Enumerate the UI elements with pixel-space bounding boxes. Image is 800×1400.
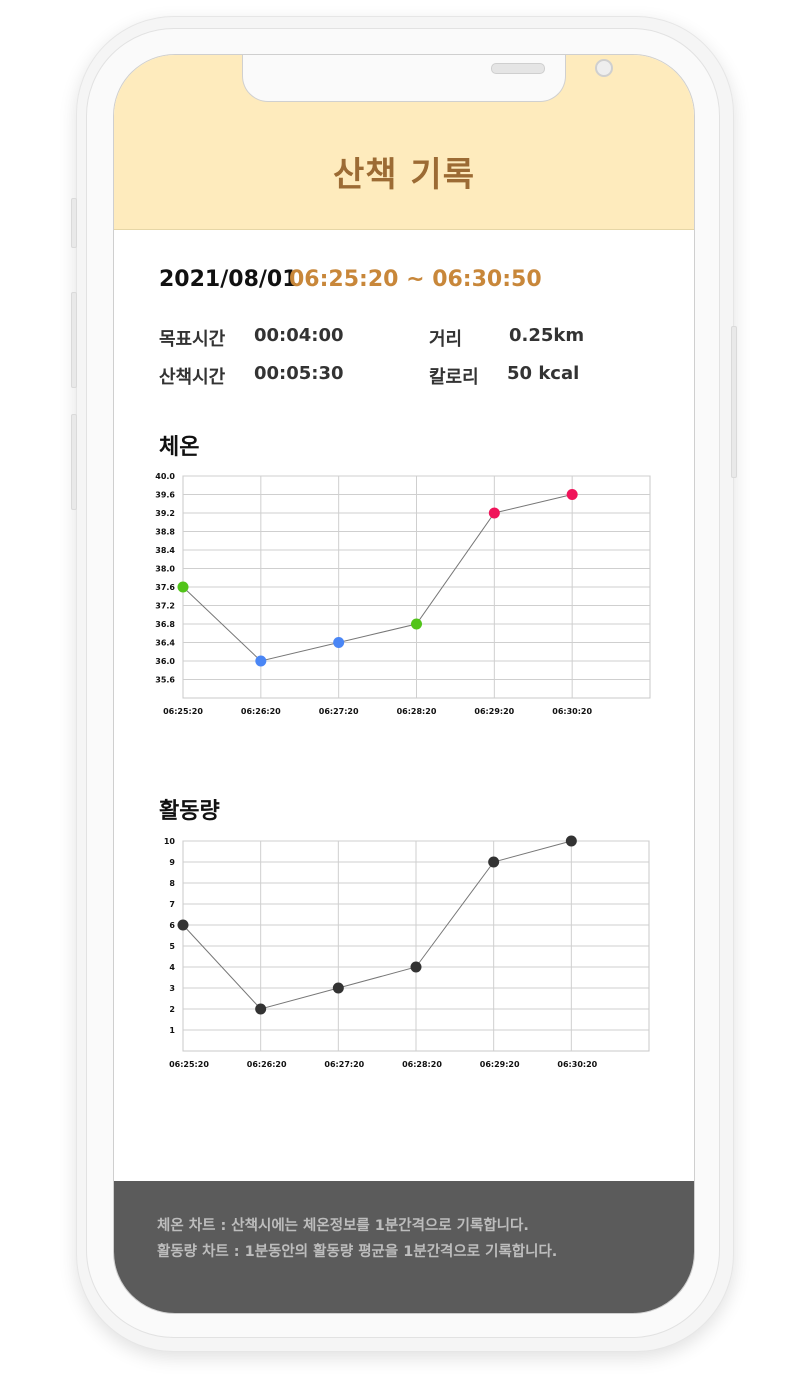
x-tick-label: 06:28:20 — [402, 1060, 442, 1069]
x-tick-label: 06:29:20 — [474, 707, 514, 716]
activity-chart: 10 9 8 7 6 5 4 3 2 1 06:25:20 06:26:20 06:27:20 06:28… — [164, 835, 650, 1069]
data-point — [177, 581, 189, 593]
record-time-range: 06:25:20 ~ 06:30:50 — [289, 267, 542, 292]
footer-note-activity: 활동량 차트 : 1분동안의 활동량 평균을 1분간격으로 기록합니다. — [157, 1244, 558, 1260]
data-point — [410, 961, 422, 973]
speaker-grille — [491, 63, 545, 74]
temperature-chart-title: 체온 — [159, 435, 200, 460]
y-tick-label: 38.0 — [155, 565, 175, 574]
y-tick-label: 6 — [169, 921, 175, 930]
volume-down-button — [71, 414, 77, 510]
activity-chart-title: 활동량 — [159, 799, 220, 824]
y-tick-label: 36.4 — [155, 639, 175, 648]
y-tick-label: 5 — [169, 942, 175, 951]
y-tick-label: 2 — [169, 1005, 175, 1014]
y-tick-label: 37.2 — [155, 602, 175, 611]
y-tick-label: 3 — [169, 984, 175, 993]
series-line — [182, 494, 573, 662]
calorie-value: 50 kcal — [507, 363, 580, 384]
data-point — [177, 919, 189, 931]
goal-time-value: 00:04:00 — [254, 325, 344, 346]
data-point — [565, 835, 577, 847]
x-tick-label: 06:30:20 — [557, 1060, 597, 1069]
phone-notch — [242, 55, 613, 102]
y-tick-label: 37.6 — [155, 583, 175, 592]
y-tick-label: 38.8 — [155, 528, 175, 537]
data-point — [333, 637, 345, 648]
footer-notes: 체온 차트 : 산책시에는 체온정보를 1분간격으로 기록합니다. 활동량 차트… — [114, 1181, 694, 1313]
y-tick-label: 4 — [169, 963, 175, 972]
y-tick-label: 1 — [169, 1026, 175, 1035]
x-tick-label: 06:25:20 — [169, 1060, 209, 1069]
x-tick-label: 06:25:20 — [163, 707, 203, 716]
series-line — [182, 840, 572, 1010]
walk-time-value: 00:05:30 — [254, 363, 344, 384]
mute-switch — [71, 198, 77, 248]
x-tick-label: 06:30:20 — [552, 707, 592, 716]
x-tick-label: 06:28:20 — [397, 707, 437, 716]
x-tick-label: 06:29:20 — [480, 1060, 520, 1069]
data-point — [332, 982, 344, 994]
data-point — [488, 507, 500, 519]
y-tick-label: 39.2 — [155, 509, 175, 518]
distance-value: 0.25km — [509, 325, 585, 346]
distance-label: 거리 — [429, 329, 463, 350]
y-tick-label: 36.0 — [155, 657, 175, 666]
y-tick-label: 9 — [169, 858, 175, 867]
data-point — [255, 1003, 267, 1015]
walk-time-label: 산책시간 — [159, 367, 226, 388]
x-tick-label: 06:26:20 — [247, 1060, 287, 1069]
temperature-chart: 40.0 39.6 39.2 38.8 38.4 38.0 37.6 37.2 36.8 36.4… — [155, 472, 651, 716]
data-point — [411, 618, 422, 630]
y-tick-label: 7 — [169, 900, 175, 909]
record-date: 2021/08/01 — [159, 267, 298, 292]
camera-icon — [595, 59, 613, 77]
data-point — [488, 856, 500, 868]
y-tick-label: 35.6 — [155, 676, 175, 685]
x-tick-label: 06:26:20 — [241, 707, 281, 716]
y-tick-label: 36.8 — [155, 620, 175, 629]
power-button — [731, 326, 737, 478]
goal-time-label: 목표시간 — [159, 329, 226, 350]
volume-up-button — [71, 292, 77, 388]
y-tick-label: 39.6 — [155, 491, 175, 500]
page-title: 산책 기록 — [333, 155, 475, 195]
data-point — [255, 655, 267, 667]
y-tick-label: 40.0 — [155, 472, 175, 481]
calorie-label: 칼로리 — [429, 367, 479, 388]
x-tick-label: 06:27:20 — [324, 1060, 364, 1069]
footer-note-temperature: 체온 차트 : 산책시에는 체온정보를 1분간격으로 기록합니다. — [157, 1218, 529, 1234]
y-tick-label: 8 — [169, 879, 175, 888]
x-tick-label: 06:27:20 — [319, 707, 359, 716]
phone-screen: 산책 기록 2021/08/01 06:25:20 ~ 06:30:50 목표시… — [113, 54, 695, 1314]
data-point — [566, 489, 578, 500]
y-tick-label: 10 — [164, 837, 176, 846]
y-tick-label: 38.4 — [155, 546, 175, 555]
